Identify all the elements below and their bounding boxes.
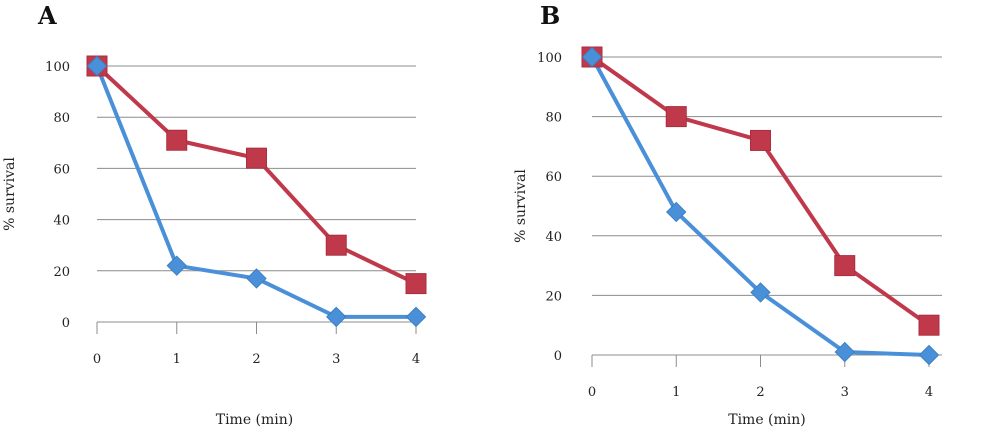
x-tick-label: 1 [173,352,181,367]
y-tick-label: 40 [545,230,562,245]
data-point-square [246,147,267,169]
y-tick-label: 60 [545,170,562,185]
y-tick-label: 20 [53,265,70,280]
x-tick-label: 3 [332,352,340,367]
x-tick-label: 4 [925,385,933,400]
panel-letter: A [37,1,57,30]
x-tick-label: 0 [588,385,596,400]
data-point-square [166,129,188,151]
data-point-square [750,129,771,151]
y-tick-label: 20 [545,289,562,304]
x-tick-label: 1 [672,385,680,400]
y-tick-label: 60 [53,162,70,177]
x-tick-label: 2 [756,385,764,400]
y-tick-label: 100 [45,60,70,75]
y-axis-label: % survival [2,157,18,231]
y-tick-label: 80 [545,111,562,126]
data-point-diamond [750,282,771,303]
data-point-diamond [326,306,347,328]
data-point-diamond [918,344,940,366]
data-point-square [834,255,856,277]
y-tick-label: 80 [53,111,70,126]
data-point-square [405,273,427,295]
data-point-square [918,314,940,336]
data-point-diamond [581,46,603,68]
x-tick-label: 2 [252,352,260,367]
panel-letter: B [540,1,560,30]
y-tick-label: 100 [537,51,562,66]
x-tick-label: 4 [412,352,420,367]
data-point-diamond [666,201,687,223]
data-point-diamond [405,306,427,328]
y-axis-label: % survival [513,169,529,243]
data-point-diamond [834,341,855,363]
data-point-square [665,106,687,128]
x-tick-label: 0 [93,352,101,367]
data-point-diamond [166,255,187,276]
data-point-diamond [246,268,267,289]
chart-panel-a: A 0 20 40 60 80 100 0 1 2 3 4 Time (min) % survival [2,1,427,428]
data-point-square [325,234,347,256]
x-axis-label: Time (min) [728,412,806,428]
y-tick-label: 40 [53,214,70,229]
y-tick-label: 0 [62,316,70,331]
chart-panel-b: B 0 20 40 60 80 100 0 1 2 3 4 Time (min) % survival [513,1,942,428]
x-axis-label: Time (min) [216,412,294,428]
series-line-diamond [590,56,930,357]
data-point-diamond [86,55,108,77]
series-line-square [95,64,417,286]
x-tick-label: 3 [841,385,849,400]
y-tick-label: 0 [554,349,562,364]
